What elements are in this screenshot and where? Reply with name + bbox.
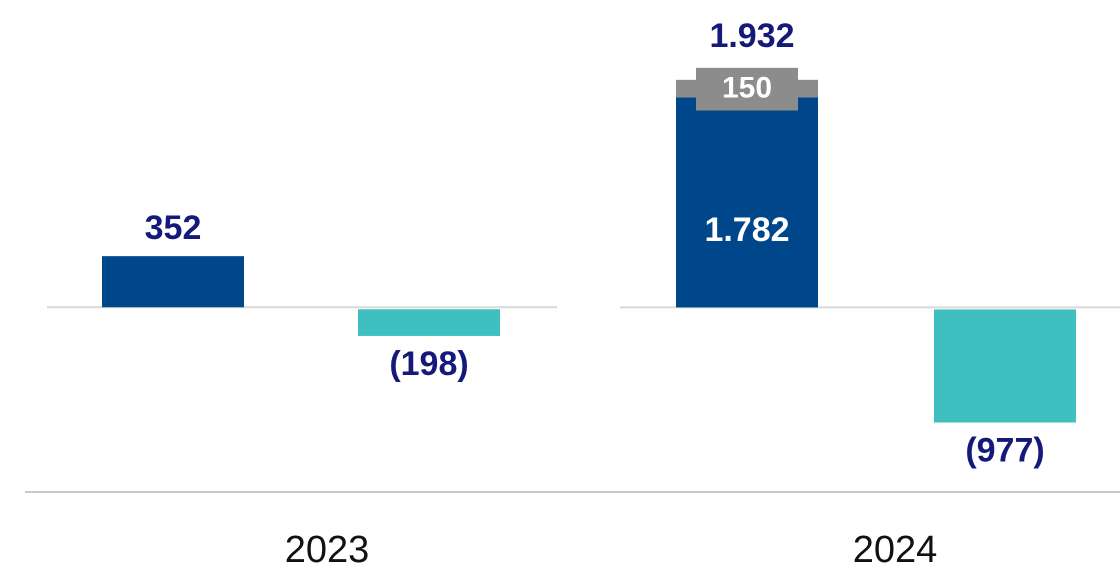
bar	[676, 97, 818, 308]
value-label: 352	[145, 209, 202, 247]
bar	[358, 309, 500, 336]
bar	[102, 256, 244, 308]
x-tick-label: 2024	[853, 529, 938, 571]
x-tick-label: 2023	[285, 529, 370, 571]
value-label: 1.782	[704, 211, 789, 249]
value-label: 150	[722, 72, 772, 105]
bar	[934, 309, 1076, 423]
label-box	[696, 67, 798, 111]
total-label: 1.932	[709, 17, 794, 55]
value-label: (198)	[389, 345, 468, 383]
value-label: (977)	[965, 431, 1044, 469]
